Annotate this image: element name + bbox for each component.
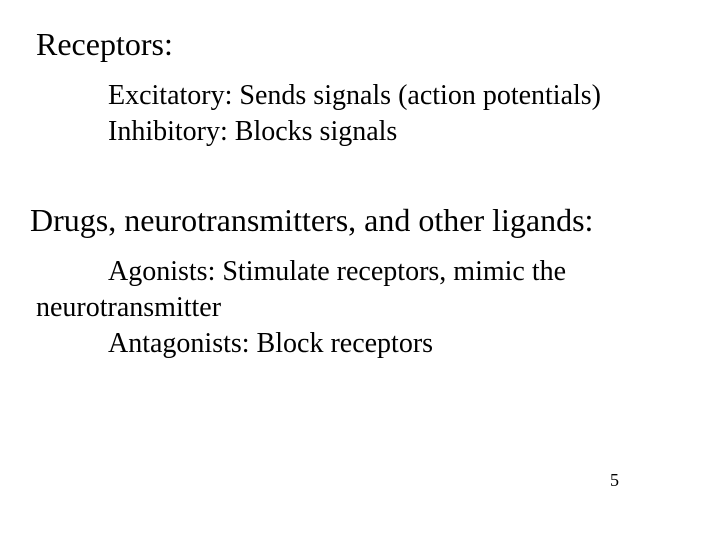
heading-drugs: Drugs, neurotransmitters, and other liga… [30,204,593,236]
slide: Receptors: Excitatory: Sends signals (ac… [0,0,720,540]
text-antagonists: Antagonists: Block receptors [108,330,433,358]
text-inhibitory: Inhibitory: Blocks signals [108,118,397,146]
page-number: 5 [610,470,619,491]
text-excitatory: Excitatory: Sends signals (action potent… [108,82,601,110]
text-agonists-l1: Agonists: Stimulate receptors, mimic the [108,258,566,286]
text-agonists-l2: neurotransmitter [36,294,221,322]
heading-receptors: Receptors: [36,28,173,60]
